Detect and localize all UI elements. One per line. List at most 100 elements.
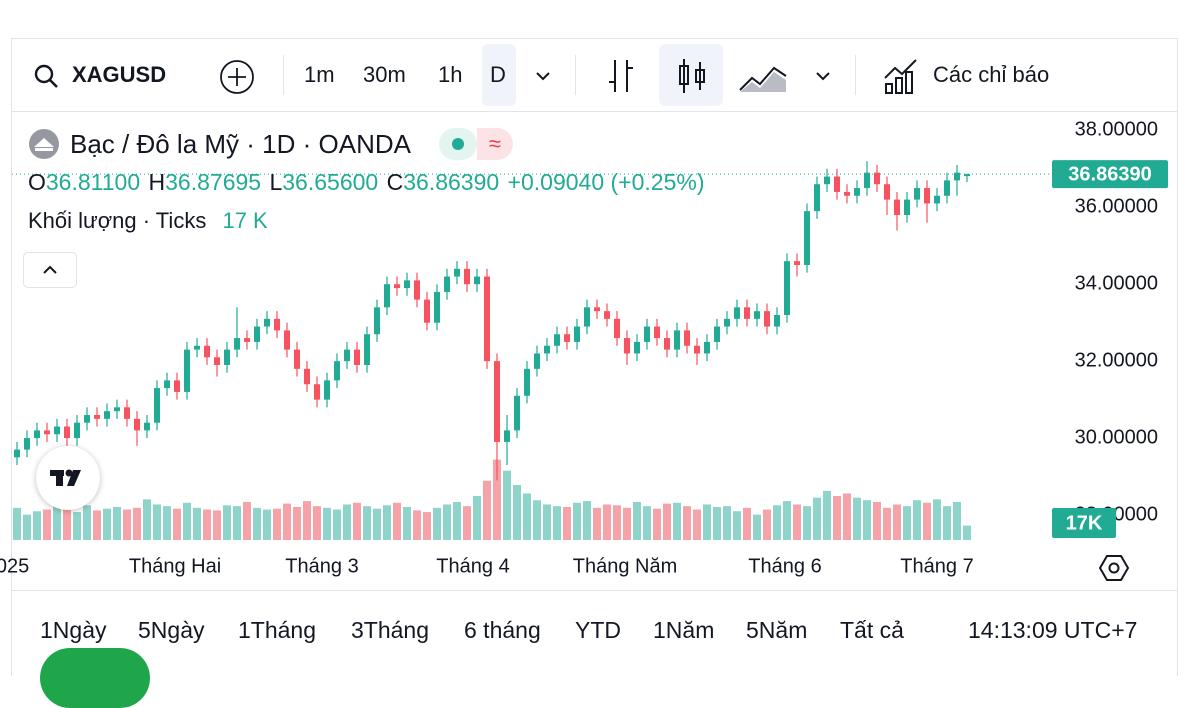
candle-body [324,380,330,400]
clock: 14:13:09 UTC+7 [968,617,1138,643]
range-button[interactable]: Tất cả [840,617,904,643]
range-button[interactable]: 5Năm [746,617,808,643]
candle-body [784,261,790,315]
volume-bar [463,506,471,540]
y-tick-label: 30.00000 [1075,426,1158,448]
indicators-button[interactable]: Các chỉ báo [933,62,1050,87]
range-button[interactable]: 1Năm [653,617,715,643]
interval[interactable]: D [490,62,506,87]
tv-logo[interactable] [36,446,100,510]
volume-bar [383,505,391,540]
candle-body [804,211,810,265]
candle-body [314,384,320,400]
volume-legend-value: 17 K [222,208,268,233]
volume-bar [413,510,421,540]
candle-body [434,291,440,323]
add-symbol-icon[interactable] [218,58,256,96]
candle-body [154,388,160,423]
volume-bar [873,501,881,540]
candle-body [724,318,730,327]
volume-bar [293,507,301,540]
bar-chart-icon[interactable] [604,56,638,96]
candle-body [494,361,500,442]
decor-circle [40,648,150,708]
candle-body [364,334,370,365]
range-button[interactable]: 1Tháng [238,617,317,643]
candle-body [644,326,650,342]
y-tick-label: 34.00000 [1075,273,1158,295]
volume-bar [373,508,381,540]
volume-bar [223,505,231,540]
volume-bar [333,509,341,540]
candle-body [744,307,750,319]
candle-body [834,176,840,192]
candle-body [134,418,140,431]
delayed-badge[interactable]: ≈ [476,128,513,160]
candle-body [624,338,630,354]
candle-body [404,280,410,289]
volume-bar [103,508,111,540]
volume-bar [93,510,101,540]
volume-bar [433,507,441,540]
candle-body [664,338,670,350]
range-button[interactable]: 1Ngày [40,617,107,643]
volume-bar [953,501,961,540]
interval[interactable]: 1m [304,62,335,87]
settings-icon[interactable] [1098,552,1130,584]
separator [575,55,576,95]
candle-body [614,318,620,339]
volume-bar [963,525,971,540]
volume-bar [303,501,311,540]
interval[interactable]: 1h [438,62,463,87]
candle-body [534,353,540,369]
dropdown-icon[interactable] [533,66,553,86]
candle-body [474,276,480,285]
volume-bar [723,506,731,540]
candle-icon[interactable] [674,56,710,96]
volume-bar [53,506,61,540]
candle-body [214,357,220,365]
indicators-icon[interactable] [882,56,920,96]
volume-bar [693,509,701,540]
tv-logo-mark [50,469,81,486]
ohlc-legend: O36.81100 H36.87695 L36.65600 C36.86390 … [28,168,704,196]
range-button[interactable]: 6 tháng [464,617,541,643]
range-button[interactable]: YTD [575,617,621,643]
x-tick-label: Tháng 7 [900,555,973,577]
range-button[interactable]: 3Tháng [351,617,430,643]
candle-body [234,338,240,350]
candle-body [94,415,100,419]
candle-body [944,180,950,196]
volume-bar [283,503,291,540]
volume-tag-bg [1052,508,1116,538]
volume-bar [393,502,401,540]
volume-bar [153,504,161,540]
candle-body [344,349,350,362]
candle-body [184,349,190,392]
x-tick-label: Tháng 3 [285,555,358,577]
market-status[interactable] [438,128,477,160]
volume-bar [553,506,561,540]
collapse-button[interactable] [23,252,77,288]
candle-body [844,191,850,196]
volume-bar [83,505,91,540]
range-button[interactable]: 5Ngày [138,617,205,643]
interval[interactable]: 30m [363,62,406,87]
volume-bar [913,500,921,540]
volume-bar [123,509,131,540]
dropdown-icon[interactable] [813,66,833,86]
page-body: {"toolbar": {"symbol": "XAGUSD", "interv… [0,38,1178,708]
symbol[interactable]: XAGUSD [72,62,167,87]
volume-bar [823,490,831,540]
candle-body [204,345,210,358]
volume-bar [833,496,841,540]
candle-body [174,380,180,392]
page: XAGUSD chart html, body { margin: 0; pad… [0,38,1178,708]
area-icon[interactable] [738,60,788,94]
volume-bar [353,502,361,540]
candle-body [14,449,20,458]
separator [283,55,284,95]
search-icon[interactable] [32,62,62,92]
candle-body [524,368,530,396]
candle-body [124,407,130,419]
